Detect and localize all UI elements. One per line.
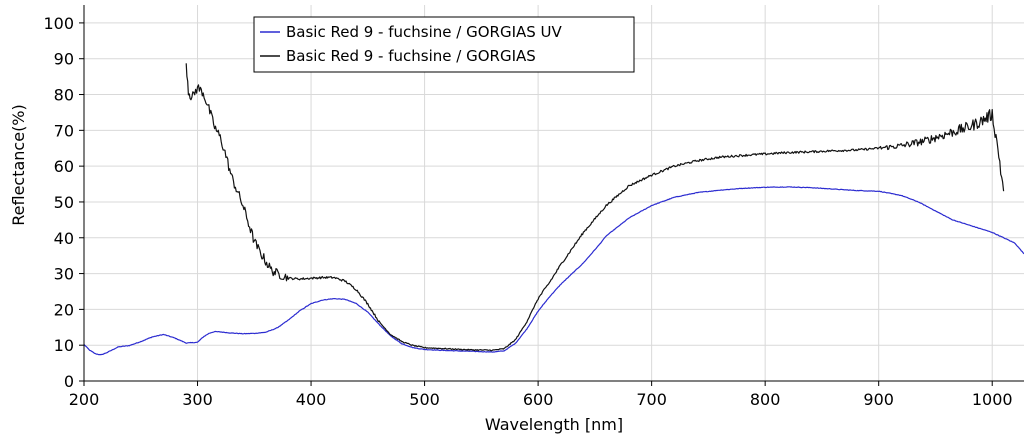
x-tick-label: 300 — [182, 390, 213, 409]
x-tick-label: 500 — [409, 390, 440, 409]
y-tick-label: 30 — [54, 265, 74, 284]
series-line-visible — [185, 63, 1005, 352]
series-line-uv — [83, 186, 1024, 356]
y-tick-label: 90 — [54, 50, 74, 69]
y-axis-title: Reflectance(%) — [9, 104, 28, 226]
y-tick-label: 50 — [54, 193, 74, 212]
legend-label-visible: Basic Red 9 - fuchsine / GORGIAS — [286, 47, 536, 65]
series-lines — [83, 63, 1024, 356]
x-tick-label: 1000 — [972, 390, 1013, 409]
y-tick-label: 40 — [54, 229, 74, 248]
legend-box — [253, 16, 635, 73]
y-tick-label: 60 — [54, 157, 74, 176]
y-tick-label: 0 — [64, 372, 74, 391]
x-tick-label: 800 — [750, 390, 781, 409]
y-tick-label: 20 — [54, 300, 74, 319]
y-tick-label: 70 — [54, 121, 74, 140]
x-tick-label: 200 — [69, 390, 100, 409]
x-axis-title: Wavelength [nm] — [485, 415, 623, 434]
x-tick-label: 700 — [636, 390, 667, 409]
legend-label-uv: Basic Red 9 - fuchsine / GORGIAS UV — [286, 23, 563, 41]
legend: Basic Red 9 - fuchsine / GORGIAS UV Basi… — [253, 16, 635, 73]
axes: 200 300 400 500 600 700 800 900 1000 0 10 20 30 40 50 6… — [43, 5, 1024, 409]
x-tick-label: 600 — [523, 390, 554, 409]
y-tick-label: 10 — [54, 336, 74, 355]
y-tick-label: 100 — [43, 14, 74, 33]
x-tick-label: 400 — [296, 390, 327, 409]
x-tick-label: 900 — [863, 390, 894, 409]
grid-lines — [83, 5, 1024, 382]
y-tick-label: 80 — [54, 86, 74, 105]
